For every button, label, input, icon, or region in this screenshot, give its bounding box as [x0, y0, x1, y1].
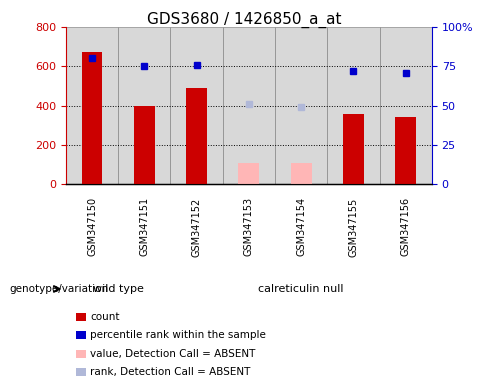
- Text: GSM347152: GSM347152: [192, 197, 202, 257]
- Text: count: count: [90, 312, 120, 322]
- Text: GSM347151: GSM347151: [139, 197, 149, 257]
- Bar: [81, 53, 102, 184]
- Bar: [134, 106, 155, 184]
- Bar: [291, 163, 312, 184]
- Bar: [275, 27, 327, 184]
- Text: wild type: wild type: [93, 284, 143, 294]
- Text: value, Detection Call = ABSENT: value, Detection Call = ABSENT: [90, 349, 256, 359]
- Text: GSM347155: GSM347155: [348, 197, 359, 257]
- Text: percentile rank within the sample: percentile rank within the sample: [90, 330, 266, 340]
- Text: GSM347156: GSM347156: [401, 197, 411, 257]
- Bar: [380, 27, 432, 184]
- Text: calreticulin null: calreticulin null: [259, 284, 344, 294]
- Bar: [118, 27, 170, 184]
- Bar: [223, 27, 275, 184]
- Text: GDS3680 / 1426850_a_at: GDS3680 / 1426850_a_at: [147, 12, 341, 28]
- Text: GSM347150: GSM347150: [87, 197, 97, 257]
- Bar: [327, 27, 380, 184]
- Text: genotype/variation: genotype/variation: [10, 284, 109, 294]
- Bar: [395, 118, 416, 184]
- Text: GSM347153: GSM347153: [244, 197, 254, 257]
- Bar: [186, 88, 207, 184]
- Bar: [239, 163, 259, 184]
- Bar: [343, 114, 364, 184]
- Bar: [66, 27, 118, 184]
- Bar: [170, 27, 223, 184]
- Text: rank, Detection Call = ABSENT: rank, Detection Call = ABSENT: [90, 367, 251, 377]
- Text: GSM347154: GSM347154: [296, 197, 306, 257]
